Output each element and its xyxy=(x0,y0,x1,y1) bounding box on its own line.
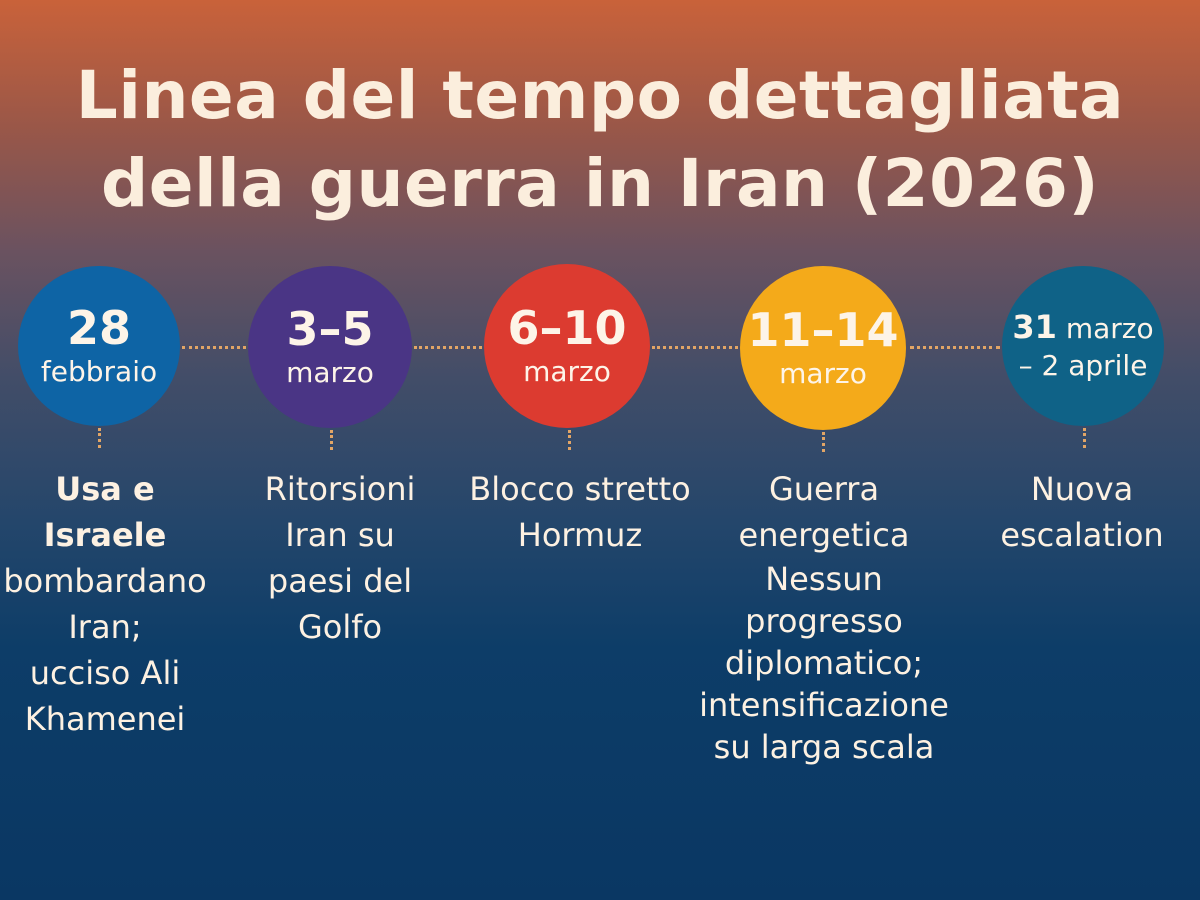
title-line-2: della guerra in Iran (2026) xyxy=(100,145,1100,222)
event-1-stem xyxy=(98,428,101,448)
event-4-desc-line: Nessun progresso xyxy=(745,560,903,640)
event-2-desc-line: Iran su xyxy=(285,516,395,554)
event-4-date-circle: 11–14 marzo xyxy=(740,266,906,430)
event-2-description: Ritorsioni Iran su paesi del Golfo xyxy=(240,466,440,650)
event-4-stem xyxy=(822,432,825,452)
page-title: Linea del tempo dettagliata della guerra… xyxy=(20,52,1180,228)
event-1-desc-line: ucciso Ali xyxy=(29,654,181,692)
event-1-desc-line: bombardano xyxy=(3,562,207,600)
event-5-desc-line: Nuova xyxy=(1030,470,1134,508)
event-3-date-main: 6–10 xyxy=(507,301,627,355)
event-5-date-main: 31 marzo xyxy=(1012,308,1153,348)
event-2-desc-line: paesi del xyxy=(267,562,413,600)
title-line-1: Linea del tempo dettagliata xyxy=(75,57,1125,134)
event-2-desc-line: Ritorsioni xyxy=(264,470,416,508)
timeline-connector-2 xyxy=(414,346,482,349)
event-3-desc-line: Hormuz xyxy=(517,516,643,554)
event-3-date-sub: marzo xyxy=(523,355,611,388)
event-4-description: Guerra energetica Nessun progresso diplo… xyxy=(684,466,964,768)
event-1-date-circle: 28 febbraio xyxy=(18,266,180,426)
event-4-desc-line: su larga scala xyxy=(713,728,935,766)
event-2-date-circle: 3–5 marzo xyxy=(248,266,412,428)
event-3-date-circle: 6–10 marzo xyxy=(484,264,650,428)
event-4-desc-line: intensificazione xyxy=(699,686,949,724)
event-5-date-sub: – 2 aprile xyxy=(1018,349,1148,382)
event-5-stem xyxy=(1083,428,1086,448)
event-5-description: Nuova escalation xyxy=(980,466,1184,558)
timeline-connector-3 xyxy=(652,346,738,349)
event-1-desc-bold: Usa e Israele xyxy=(43,470,167,554)
timeline-connector-4 xyxy=(910,346,1000,349)
event-1-desc-line: Khamenei xyxy=(24,700,186,738)
event-4-desc-line: Guerra xyxy=(768,470,880,508)
timeline-connector-1 xyxy=(182,346,246,349)
event-3-stem xyxy=(568,430,571,450)
event-4-desc-line: diplomatico; xyxy=(724,644,924,682)
event-2-desc-line: Golfo xyxy=(297,608,383,646)
event-5-date-month: marzo xyxy=(1056,312,1154,345)
event-5-desc-line: escalation xyxy=(1000,516,1164,554)
event-3-desc-line: Blocco stretto xyxy=(469,470,691,508)
event-5-date-circle: 31 marzo – 2 aprile xyxy=(1002,266,1164,426)
event-1-desc-line: Iran; xyxy=(68,608,142,646)
event-1-description: Usa e Israele bombardano Iran; ucciso Al… xyxy=(0,466,210,742)
event-3-description: Blocco stretto Hormuz xyxy=(462,466,698,558)
event-1-date-sub: febbraio xyxy=(40,355,158,388)
event-2-stem xyxy=(330,430,333,450)
event-4-date-sub: marzo xyxy=(779,357,867,390)
event-5-date-day: 31 xyxy=(1012,308,1057,346)
event-4-desc-line: energetica xyxy=(738,516,910,554)
event-4-date-main: 11–14 xyxy=(747,303,899,357)
event-2-date-main: 3–5 xyxy=(286,302,374,356)
event-1-date-main: 28 xyxy=(66,301,131,355)
event-2-date-sub: marzo xyxy=(286,356,374,389)
